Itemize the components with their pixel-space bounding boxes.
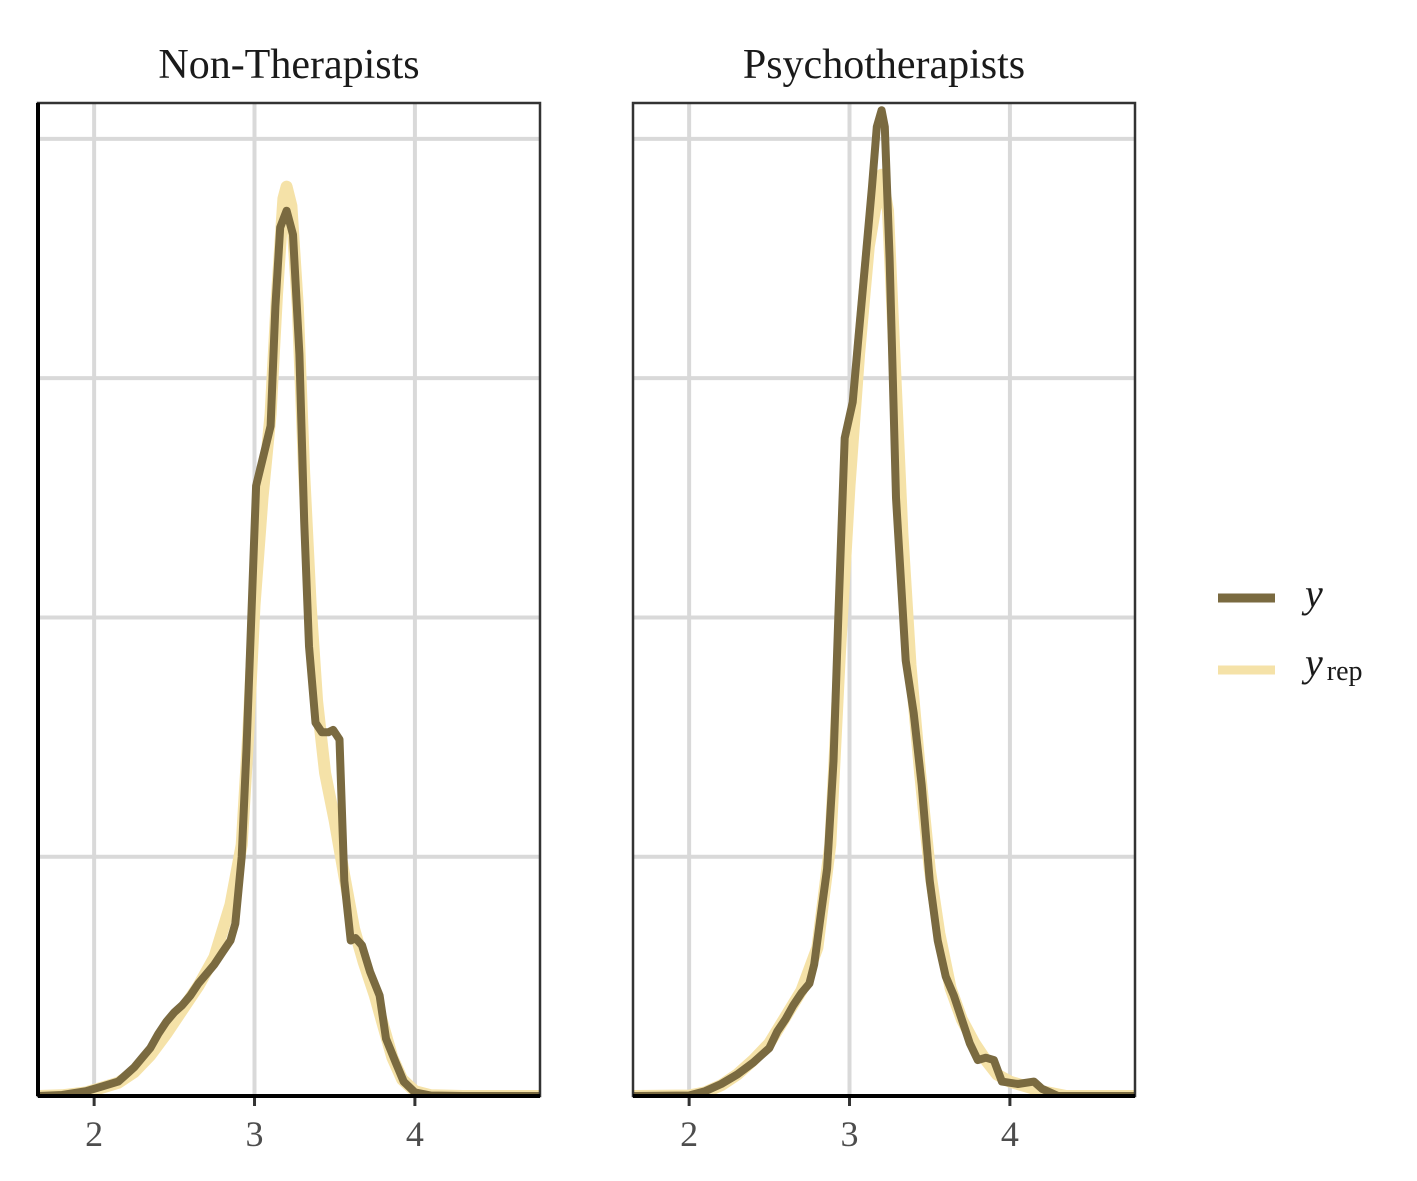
series-line-yrep xyxy=(633,168,1135,1096)
x-tick-label: 3 xyxy=(246,1114,264,1154)
legend-label-yrep-sub: rep xyxy=(1327,656,1363,687)
legend-label-yrep-main: y xyxy=(1301,640,1323,685)
legend: y y rep xyxy=(1218,571,1363,687)
panel-non-therapists: Non-Therapists 2 3 4 xyxy=(36,42,542,1154)
series-line-y xyxy=(38,206,540,1096)
x-tick-label: 3 xyxy=(841,1114,859,1154)
series-line-yrep xyxy=(38,180,540,1096)
panel-psychotherapists: Psychotherapists 2 3 4 xyxy=(631,42,1137,1154)
x-tick-label: 2 xyxy=(85,1114,103,1154)
x-tick-label: 2 xyxy=(680,1114,698,1154)
x-tick-label: 4 xyxy=(1001,1114,1019,1154)
panel-title-psychotherapists: Psychotherapists xyxy=(743,42,1025,88)
x-tick-label: 4 xyxy=(406,1114,424,1154)
legend-label-y: y xyxy=(1301,571,1323,616)
plot-area-non-therapists: 2 3 4 xyxy=(36,101,542,1154)
series-line-y xyxy=(633,106,1135,1096)
plot-area-psychotherapists: 2 3 4 xyxy=(631,101,1137,1154)
legend-label-yrep: y rep xyxy=(1301,640,1363,687)
panel-title-non-therapists: Non-Therapists xyxy=(158,42,419,88)
